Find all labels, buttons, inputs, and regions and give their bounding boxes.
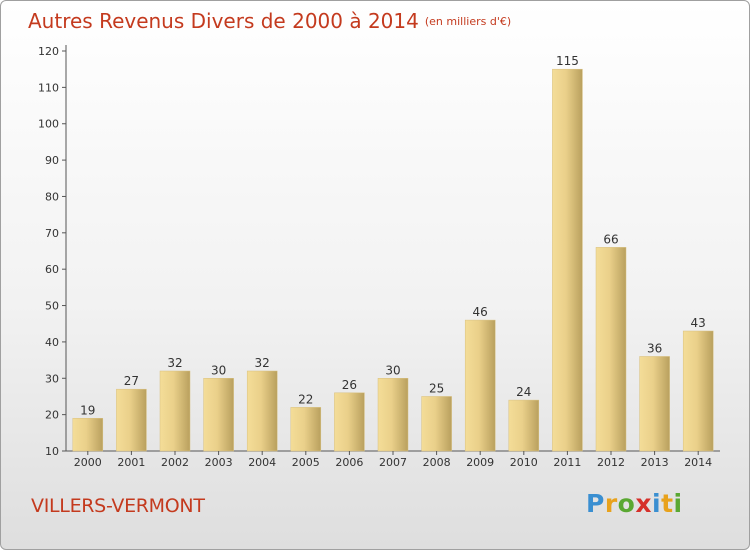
logo-letter: o xyxy=(617,489,636,518)
bar xyxy=(159,370,191,452)
commune-name: VILLERS-VERMONT xyxy=(31,495,205,517)
y-tick-label: 60 xyxy=(45,263,59,276)
x-tick-label: 2002 xyxy=(161,456,189,469)
bar-value-label: 24 xyxy=(516,385,531,399)
proxiti-logo: Proxiti xyxy=(586,489,683,518)
x-tick-label: 2008 xyxy=(423,456,451,469)
bar-value-label: 46 xyxy=(473,305,488,319)
bar xyxy=(552,68,583,452)
y-tick-label: 50 xyxy=(45,300,59,313)
logo-letter: i xyxy=(673,489,683,518)
x-tick-label: 2000 xyxy=(74,456,102,469)
chart-subtitle: (en milliers d'€) xyxy=(424,15,512,28)
y-tick-label: 80 xyxy=(45,190,59,203)
x-tick-label: 2005 xyxy=(292,456,320,469)
bar xyxy=(290,407,322,452)
y-tick-label: 120 xyxy=(38,45,59,58)
y-tick-label: 70 xyxy=(45,227,59,240)
y-tick-label: 100 xyxy=(38,118,59,131)
y-tick-label: 30 xyxy=(45,372,59,385)
x-tick-label: 2011 xyxy=(553,456,581,469)
bar-value-label: 36 xyxy=(647,341,662,355)
x-tick-label: 2003 xyxy=(205,456,233,469)
bar xyxy=(682,330,714,452)
bar xyxy=(377,378,409,452)
bar xyxy=(72,418,104,452)
bar xyxy=(421,396,452,452)
logo-letter: r xyxy=(604,489,618,518)
logo-letter: P xyxy=(586,489,605,518)
bar-value-label: 115 xyxy=(556,54,579,68)
bar-value-label: 19 xyxy=(80,403,95,417)
bar-value-label: 27 xyxy=(124,374,139,388)
bar xyxy=(116,388,147,452)
logo-letter: i xyxy=(652,489,662,518)
bar-value-label: 32 xyxy=(167,356,182,370)
bar xyxy=(508,399,540,452)
y-tick-label: 110 xyxy=(38,81,59,94)
x-tick-label: 2013 xyxy=(641,456,669,469)
x-tick-label: 2012 xyxy=(597,456,625,469)
bar xyxy=(246,370,278,452)
bar-value-label: 25 xyxy=(429,381,444,395)
bar xyxy=(334,392,365,452)
bar-value-label: 26 xyxy=(342,378,357,392)
logo-letter: t xyxy=(661,489,674,518)
chart-title-text: Autres Revenus Divers de 2000 à 2014 xyxy=(28,9,419,33)
x-tick-label: 2001 xyxy=(117,456,145,469)
bar xyxy=(639,356,670,452)
x-tick-label: 2007 xyxy=(379,456,407,469)
y-tick-label: 20 xyxy=(45,409,59,422)
bar-value-label: 43 xyxy=(691,316,706,330)
logo-letter: x xyxy=(635,489,652,518)
y-tick-label: 40 xyxy=(45,336,59,349)
bar-value-label: 32 xyxy=(255,356,270,370)
bar-value-label: 66 xyxy=(603,232,618,246)
chart-title: Autres Revenus Divers de 2000 à 2014 (en … xyxy=(28,9,511,33)
y-tick-label: 10 xyxy=(45,445,59,458)
bar-value-label: 30 xyxy=(385,363,400,377)
x-tick-label: 2010 xyxy=(510,456,538,469)
x-tick-label: 2004 xyxy=(248,456,276,469)
bar-value-label: 30 xyxy=(211,363,226,377)
bar xyxy=(595,247,627,452)
y-tick-label: 90 xyxy=(45,154,59,167)
bar xyxy=(203,378,234,452)
x-tick-label: 2006 xyxy=(335,456,363,469)
x-tick-label: 2014 xyxy=(684,456,712,469)
bar-value-label: 22 xyxy=(298,392,313,406)
x-tick-label: 2009 xyxy=(466,456,494,469)
bar xyxy=(464,319,496,452)
